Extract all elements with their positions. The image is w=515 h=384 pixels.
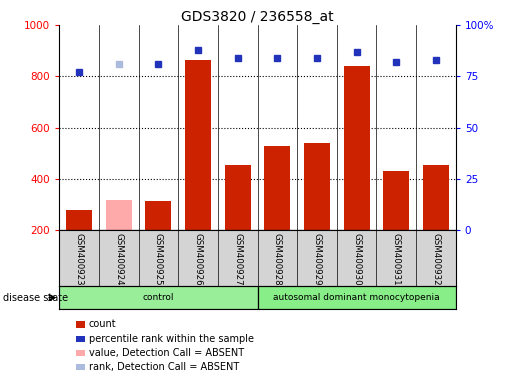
Bar xyxy=(264,146,290,230)
Text: GSM400932: GSM400932 xyxy=(432,233,440,286)
Text: GSM400929: GSM400929 xyxy=(313,233,321,286)
Title: GDS3820 / 236558_at: GDS3820 / 236558_at xyxy=(181,10,334,24)
Bar xyxy=(66,210,92,230)
Bar xyxy=(423,165,449,230)
Bar xyxy=(145,201,171,230)
Text: autosomal dominant monocytopenia: autosomal dominant monocytopenia xyxy=(273,293,440,302)
Text: GSM400926: GSM400926 xyxy=(194,233,202,286)
Bar xyxy=(304,143,330,230)
Text: GSM400931: GSM400931 xyxy=(392,233,401,286)
Bar xyxy=(344,66,370,230)
Text: value, Detection Call = ABSENT: value, Detection Call = ABSENT xyxy=(89,348,244,358)
Text: count: count xyxy=(89,319,116,329)
Bar xyxy=(383,171,409,230)
Bar xyxy=(258,286,456,309)
Text: GSM400930: GSM400930 xyxy=(352,233,361,286)
Text: percentile rank within the sample: percentile rank within the sample xyxy=(89,334,253,344)
Text: control: control xyxy=(143,293,174,302)
Bar xyxy=(185,60,211,230)
Text: disease state: disease state xyxy=(3,293,67,303)
Text: GSM400925: GSM400925 xyxy=(154,233,163,286)
Bar xyxy=(59,286,258,309)
Text: GSM400928: GSM400928 xyxy=(273,233,282,286)
Bar xyxy=(225,165,251,230)
Text: GSM400927: GSM400927 xyxy=(233,233,242,286)
Bar xyxy=(106,200,132,230)
Text: GSM400924: GSM400924 xyxy=(114,233,123,286)
Text: rank, Detection Call = ABSENT: rank, Detection Call = ABSENT xyxy=(89,362,239,372)
Text: GSM400923: GSM400923 xyxy=(75,233,83,286)
